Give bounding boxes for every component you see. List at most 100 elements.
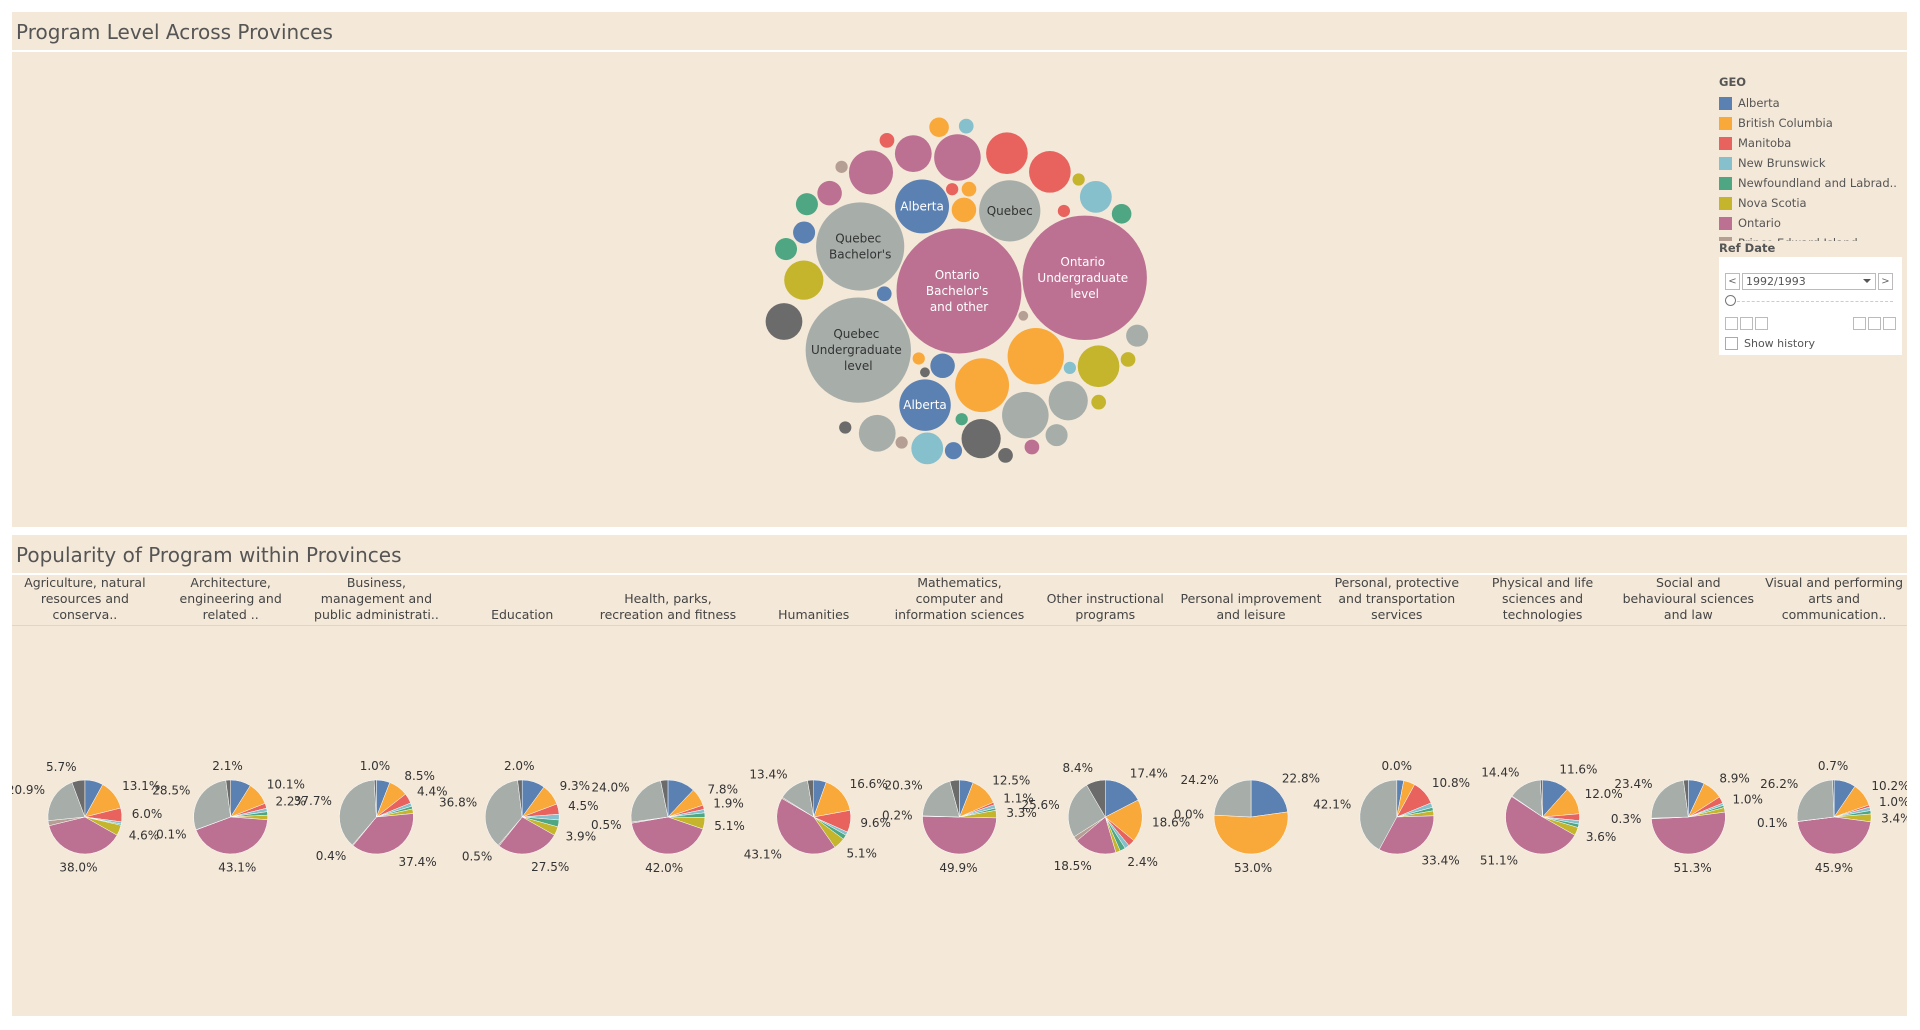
slice-label: 1.0% bbox=[360, 759, 391, 773]
legend-swatch bbox=[1719, 196, 1732, 210]
slice-label: 10.2% bbox=[1871, 779, 1907, 793]
bubble bbox=[946, 183, 959, 196]
slice-label: 18.6% bbox=[1152, 815, 1190, 829]
bubble bbox=[765, 303, 803, 340]
slice-label: 43.1% bbox=[744, 848, 782, 862]
bubble bbox=[955, 358, 1010, 413]
bubble bbox=[1018, 310, 1029, 321]
slice-label: 24.2% bbox=[1181, 773, 1219, 787]
slice-label: 12.0% bbox=[1585, 787, 1623, 801]
legend-label: Manitoba bbox=[1738, 136, 1792, 150]
pie-slice bbox=[1104, 799, 1143, 841]
checkbox[interactable] bbox=[1725, 337, 1738, 350]
label-line: Bachelor's bbox=[829, 248, 891, 262]
column-header: Humanities bbox=[778, 607, 850, 622]
prev-button[interactable]: < bbox=[1725, 273, 1740, 290]
bubble bbox=[979, 180, 1041, 242]
bubble-panel: Program Level Across Provinces Alberta Al… bbox=[12, 12, 1907, 527]
label-line: level bbox=[1070, 287, 1099, 301]
label-line: Ontario bbox=[1060, 255, 1109, 269]
bubble bbox=[1002, 391, 1049, 439]
bubble bbox=[911, 432, 944, 465]
next-button[interactable]: > bbox=[1878, 273, 1893, 290]
slice-label: 13.1% bbox=[122, 779, 160, 793]
label-line: Alberta bbox=[900, 199, 944, 213]
slice-label: 7.8% bbox=[707, 782, 738, 796]
bubble bbox=[998, 448, 1013, 463]
slice-label: 2.1% bbox=[212, 759, 243, 773]
slice-label: 3.6% bbox=[1586, 830, 1617, 844]
slice-label: 51.1% bbox=[1480, 853, 1518, 867]
legend-label: British Columbia bbox=[1738, 116, 1833, 130]
date-select[interactable]: 1992/1993 bbox=[1742, 273, 1876, 290]
slice-label: 10.1% bbox=[267, 777, 305, 791]
legend-item: Alberta bbox=[1719, 93, 1904, 113]
column-header: Social and behavioural sciences and law bbox=[1622, 575, 1755, 622]
bubble bbox=[958, 118, 974, 134]
slice-label: 27.5% bbox=[531, 860, 569, 874]
speed-mid[interactable] bbox=[1868, 317, 1881, 330]
slice-label: 3.9% bbox=[566, 830, 597, 844]
bubble bbox=[1057, 204, 1071, 218]
slice-label: 1.0% bbox=[1879, 795, 1907, 809]
section-title: Popularity of Program within Provinces bbox=[12, 535, 1907, 575]
bubble bbox=[894, 135, 932, 173]
slice-label: 0.5% bbox=[462, 849, 493, 863]
slice-label: 14.4% bbox=[1481, 766, 1519, 780]
back-button[interactable] bbox=[1725, 317, 1738, 330]
column-header: Personal improvement and leisure bbox=[1180, 591, 1322, 622]
legend-swatch bbox=[1719, 176, 1732, 190]
history-toggle[interactable]: Show history bbox=[1725, 337, 1815, 350]
legend-item: Ontario bbox=[1719, 213, 1904, 233]
bubble bbox=[1024, 439, 1040, 455]
bubble bbox=[1126, 324, 1149, 347]
bubble-label: Quebec Bachelor's bbox=[829, 232, 891, 262]
speed-slow[interactable] bbox=[1853, 317, 1866, 330]
stop-button[interactable] bbox=[1740, 317, 1753, 330]
play-button[interactable] bbox=[1755, 317, 1768, 330]
bubble bbox=[1072, 173, 1085, 186]
slider-knob[interactable] bbox=[1725, 295, 1736, 306]
pie-slice bbox=[922, 780, 960, 818]
label-line: Undergraduate bbox=[811, 343, 906, 357]
bubble bbox=[835, 160, 848, 173]
column-header: Personal, protective and transportation … bbox=[1334, 575, 1460, 622]
bubble bbox=[896, 228, 1022, 354]
legend-item: Manitoba bbox=[1719, 133, 1904, 153]
slice-label: 16.6% bbox=[850, 777, 888, 791]
bubble bbox=[1063, 361, 1076, 375]
bubble bbox=[1120, 352, 1136, 367]
pie-slice bbox=[1086, 779, 1106, 818]
legend-swatch bbox=[1719, 216, 1732, 230]
slice-label: 18.5% bbox=[1054, 859, 1092, 873]
pie-slice bbox=[1683, 779, 1689, 818]
legend: GEO Alberta British Columbia Manitoba New B… bbox=[1719, 75, 1904, 293]
bubble bbox=[930, 353, 955, 379]
pie-slice bbox=[807, 779, 814, 818]
slice-label: 43.1% bbox=[218, 860, 256, 874]
pie-slice bbox=[1359, 779, 1398, 850]
history-label: Show history bbox=[1744, 337, 1816, 350]
slice-label: 42.0% bbox=[645, 861, 683, 875]
slice-label: 20.3% bbox=[885, 778, 923, 792]
label-line: Quebec bbox=[833, 327, 883, 341]
pie-slice bbox=[71, 779, 86, 818]
slice-label: 1.9% bbox=[713, 797, 744, 811]
pie-slice bbox=[922, 816, 997, 855]
legend-label: Newfoundland and Labrad.. bbox=[1738, 176, 1897, 190]
column-header: Agriculture, natural resources and conse… bbox=[24, 575, 146, 622]
slice-label: 1.0% bbox=[1732, 792, 1763, 806]
slice-label: 17.4% bbox=[1130, 766, 1168, 780]
bubble bbox=[920, 367, 930, 378]
column-header: Health, parks, recreation and fitness bbox=[599, 591, 737, 622]
slice-label: 33.4% bbox=[1421, 853, 1459, 867]
speed-fast[interactable] bbox=[1883, 317, 1896, 330]
slice-label: 25.6% bbox=[1021, 798, 1059, 812]
slice-label: 49.9% bbox=[939, 861, 977, 875]
slice-label: 36.8% bbox=[439, 795, 477, 809]
legend-item: New Brunswick bbox=[1719, 153, 1904, 173]
legend-label: Alberta bbox=[1738, 96, 1780, 110]
pie-slice bbox=[373, 779, 377, 818]
bubble-label: Alberta bbox=[900, 199, 944, 213]
slice-label: 6.0% bbox=[132, 807, 163, 821]
